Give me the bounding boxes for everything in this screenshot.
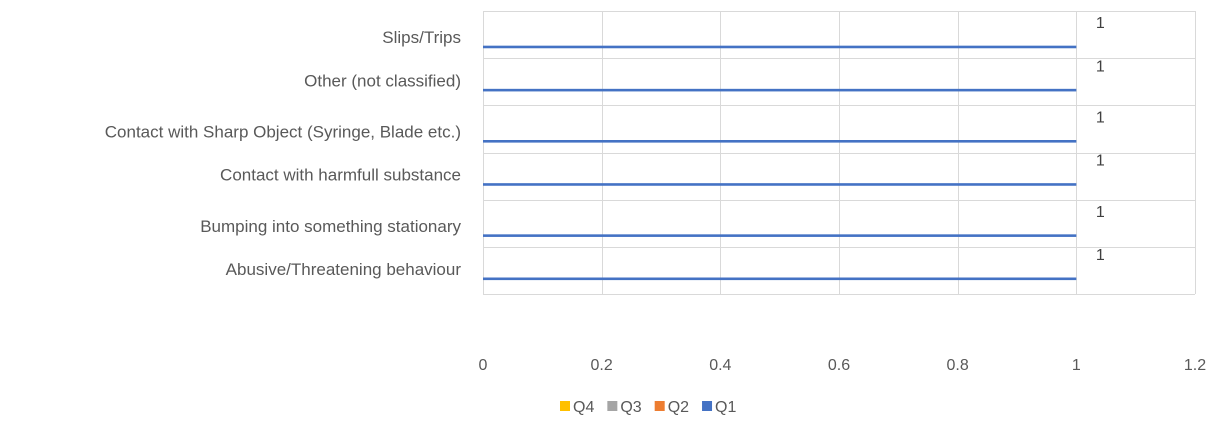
category-label: Contact with harmfull substance: [220, 166, 461, 185]
bar-q1: [483, 183, 1077, 186]
bar-q1: [483, 140, 1077, 143]
legend-swatch-q2: [654, 401, 665, 411]
category-label: Abusive/Threatening behaviour: [226, 260, 462, 279]
bar-q1: [483, 277, 1077, 281]
data-labels: 1 1 1 1 1 1: [1096, 15, 1105, 264]
data-label: 1: [1096, 204, 1105, 221]
category-labels: Abusive/Threatening behaviour Bumping int…: [105, 28, 462, 279]
bars: [483, 45, 1077, 281]
data-label: 1: [1096, 15, 1105, 32]
x-tick-label: 0: [479, 357, 488, 374]
legend-swatch-q3: [607, 401, 618, 411]
legend-label-q4: Q4: [573, 399, 594, 416]
x-tick-label: 1: [1072, 357, 1081, 374]
x-tick-label: 0.8: [947, 357, 969, 374]
gridlines: [483, 11, 1196, 295]
x-tick-label: 1.2: [1184, 357, 1206, 374]
bar-q1: [483, 45, 1077, 49]
x-tick-labels: 0 0.2 0.4 0.6 0.8 1 1.2: [479, 357, 1207, 374]
x-tick-label: 0.6: [828, 357, 850, 374]
data-label: 1: [1096, 247, 1105, 264]
legend-swatch-q1: [702, 401, 713, 411]
data-label: 1: [1096, 153, 1105, 170]
bar-q1: [483, 234, 1077, 237]
category-label: Slips/Trips: [382, 28, 461, 47]
legend: Q4 Q3 Q2 Q1: [560, 399, 736, 416]
legend-label-q2: Q2: [668, 399, 689, 416]
category-label: Other (not classified): [304, 71, 461, 90]
bar-q1: [483, 88, 1077, 92]
x-tick-label: 0.4: [709, 357, 731, 374]
data-label: 1: [1096, 110, 1105, 127]
legend-swatch-q4: [560, 401, 570, 411]
category-label: Bumping into something stationary: [200, 217, 461, 236]
x-tick-label: 0.2: [591, 357, 613, 374]
legend-label-q1: Q1: [715, 399, 736, 416]
data-label: 1: [1096, 58, 1105, 75]
category-label: Contact with Sharp Object (Syringe, Blad…: [105, 123, 461, 142]
legend-label-q3: Q3: [620, 399, 641, 416]
